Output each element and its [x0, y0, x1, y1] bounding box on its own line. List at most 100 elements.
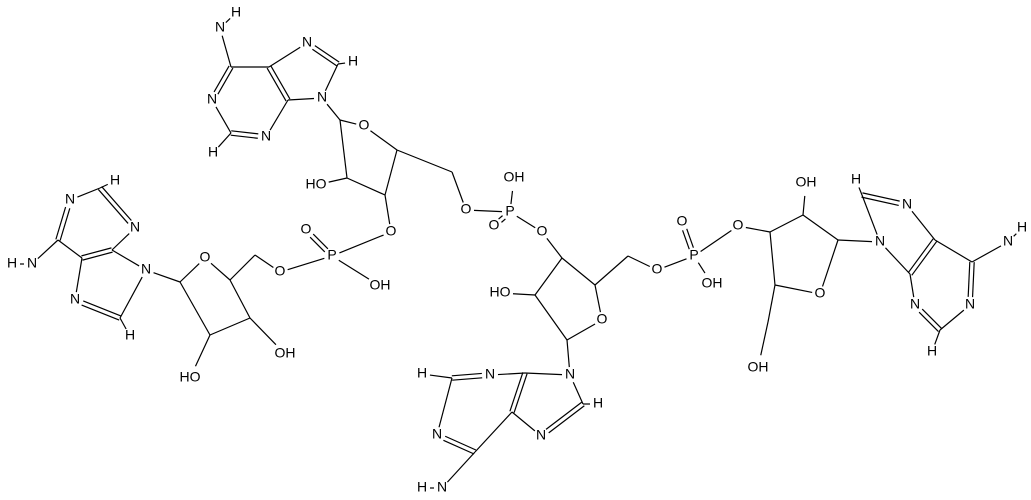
- atom-label: H: [927, 343, 937, 359]
- bond: [971, 245, 1002, 263]
- atom-label: H: [348, 53, 358, 69]
- bond: [967, 261, 971, 297]
- bond: [697, 262, 706, 274]
- bond: [229, 254, 256, 281]
- bond: [82, 251, 113, 261]
- bond: [446, 451, 476, 483]
- bond: [217, 67, 234, 95]
- bond: [81, 304, 120, 321]
- bond: [213, 65, 230, 93]
- bond: [37, 239, 59, 260]
- bond: [971, 262, 975, 298]
- bond: [907, 238, 934, 274]
- bond: [269, 99, 289, 131]
- bond: [194, 334, 211, 367]
- bond: [444, 435, 477, 451]
- atom-label: O: [652, 261, 663, 277]
- atom-label: O: [677, 213, 688, 229]
- atom-label: OH: [796, 174, 817, 190]
- bond: [287, 97, 315, 101]
- bond: [513, 373, 528, 413]
- atom-label: H: [110, 172, 120, 188]
- atom-label: N: [1003, 233, 1013, 249]
- bond: [858, 187, 863, 196]
- bond: [686, 228, 694, 248]
- atom-label: O: [301, 221, 312, 237]
- bond: [75, 257, 83, 293]
- bond: [338, 259, 370, 280]
- bond: [231, 130, 259, 135]
- bond: [55, 206, 67, 240]
- bond: [861, 196, 899, 206]
- atom-label: N: [875, 233, 885, 249]
- atom-label: O: [200, 249, 211, 265]
- bond: [566, 339, 570, 368]
- bond: [81, 247, 112, 257]
- bond: [438, 377, 453, 428]
- bond: [627, 255, 651, 268]
- bond: [312, 233, 329, 250]
- bond: [314, 45, 340, 63]
- bond: [473, 209, 503, 213]
- bond: [861, 194, 878, 235]
- bond: [802, 195, 806, 216]
- atom-label: O: [597, 311, 608, 327]
- atom-label: OH: [504, 169, 525, 185]
- atom-label: H: [593, 395, 603, 411]
- atom-label: N: [437, 479, 447, 495]
- atom-label: OH: [370, 277, 391, 293]
- bond: [215, 106, 232, 134]
- atom-label: H: [125, 327, 135, 343]
- atom-label: N: [317, 89, 327, 105]
- bond: [934, 329, 941, 345]
- bond: [451, 171, 464, 203]
- atom-label: N: [432, 426, 442, 442]
- bond: [546, 237, 563, 259]
- atom-label: H: [851, 171, 861, 187]
- atom-label: P: [327, 247, 336, 263]
- bond: [309, 236, 326, 253]
- bond: [249, 317, 277, 346]
- atom-label: N: [215, 19, 225, 35]
- bond: [111, 233, 130, 251]
- atom-label: N: [565, 366, 575, 382]
- bond: [911, 210, 936, 241]
- atom-label: O: [461, 201, 472, 217]
- atom-label: HO: [490, 284, 511, 300]
- bond: [179, 281, 211, 336]
- bond: [324, 63, 339, 92]
- atom-label: O: [489, 217, 500, 233]
- bond: [451, 372, 482, 377]
- atom-label: N: [207, 91, 217, 107]
- bond: [339, 119, 357, 125]
- atom-label: N: [261, 128, 271, 144]
- atom-label: N: [141, 261, 151, 277]
- bond: [497, 372, 526, 376]
- bond: [270, 65, 291, 100]
- bond: [909, 273, 915, 298]
- atom-label: O: [386, 223, 397, 239]
- bond: [769, 214, 804, 233]
- atom-label: N: [965, 296, 975, 312]
- atom-label: OH: [748, 359, 769, 375]
- atom-label: H: [417, 365, 427, 381]
- bond: [179, 263, 200, 283]
- bond: [268, 46, 301, 68]
- bond: [767, 284, 776, 323]
- bond: [77, 187, 101, 198]
- bond: [512, 293, 536, 296]
- bond: [516, 215, 536, 229]
- atom-label: HO: [306, 176, 327, 192]
- bond: [429, 374, 453, 379]
- bond: [474, 411, 513, 453]
- atom-label: O: [815, 285, 826, 301]
- bond: [328, 177, 348, 183]
- bond: [337, 62, 346, 65]
- atom-label: N: [27, 255, 37, 271]
- bond: [346, 177, 386, 196]
- bond: [911, 240, 938, 276]
- bond: [534, 294, 568, 341]
- bond: [209, 317, 251, 336]
- bond: [774, 284, 813, 294]
